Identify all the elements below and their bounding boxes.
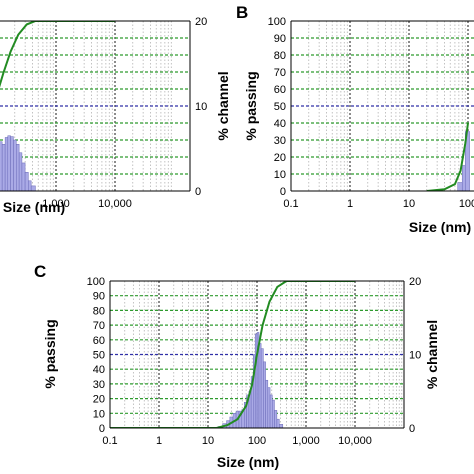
y-left-tick-label: 10 [93, 408, 105, 420]
y-left-axis-title: % passing [243, 71, 259, 140]
y-left-tick-label: 80 [93, 305, 105, 317]
y-left-tick-label: 70 [274, 67, 286, 79]
y-right-tick-label: 10 [195, 101, 207, 113]
x-tick-label: 10,000 [98, 198, 132, 210]
y-left-tick-label: 80 [274, 50, 286, 62]
panel-letter: B [236, 3, 248, 22]
x-tick-label: 0.1 [102, 435, 117, 447]
y-left-tick-label: 70 [93, 320, 105, 332]
panel-letter: C [34, 262, 46, 281]
x-tick-label: 10,000 [338, 435, 372, 447]
y-right-tick-label: 20 [409, 276, 421, 288]
histogram-bar [1, 144, 6, 191]
histogram-bar [265, 379, 269, 428]
x-tick-label: 0.1 [283, 198, 298, 210]
histogram-bar [4, 137, 9, 191]
passing-curve [0, 21, 115, 88]
histogram-bar [260, 348, 264, 428]
passing-curve [110, 281, 355, 428]
plot-area [0, 21, 190, 191]
histogram-bar [16, 144, 20, 191]
histogram-bar [21, 162, 26, 191]
y-left-tick-label: 20 [274, 152, 286, 164]
x-tick-label: 1,000 [42, 198, 70, 210]
x-axis-title: Size (nm) [3, 199, 65, 215]
x-axis-title: Size (nm) [217, 454, 279, 470]
y-left-tick-label: 100 [268, 16, 286, 28]
y-left-tick-label: 50 [274, 101, 286, 113]
histogram-bar [263, 361, 266, 428]
histogram-bar [0, 141, 3, 191]
panel-a: 1,000 10,000 0 10 20 Size (nm) % channel [0, 16, 231, 215]
y-left-tick-label: 40 [93, 364, 105, 376]
y-left-axis-title: % passing [42, 319, 58, 388]
y-left-tick-label: 30 [274, 135, 286, 147]
y-left-tick-label: 60 [274, 84, 286, 96]
y-right-tick-label: 20 [195, 16, 207, 28]
y-left-tick-label: 20 [93, 394, 105, 406]
y-left-tick-label: 30 [93, 379, 105, 391]
y-right-tick-label: 0 [195, 186, 201, 198]
histogram-bar [461, 165, 466, 191]
y-left-tick-label: 10 [274, 169, 286, 181]
x-tick-label: 10 [202, 435, 214, 447]
panel-c: 0.1 1 10 100 1,000 10,00001020304050607080901… [34, 262, 440, 470]
panel-b: 0.1 1 10 100 0 10 20 30 40 50 60 70 80 90 100 Size (nm)… [236, 3, 474, 235]
y-left-tick-label: 60 [93, 335, 105, 347]
plot-area [291, 21, 474, 191]
histogram-bar [279, 424, 284, 428]
y-left-tick-label: 100 [87, 276, 105, 288]
y-right-tick-label: 0 [409, 423, 415, 435]
x-tick-label: 100 [248, 435, 266, 447]
x-axis-title: Size (nm) [409, 219, 471, 235]
histogram-bar [18, 152, 23, 191]
histogram-bar [258, 343, 262, 428]
histogram-bar [7, 135, 11, 191]
passing-curve [426, 122, 469, 191]
histogram-bar [30, 185, 36, 191]
histogram-bar [457, 182, 463, 191]
histogram-bar [13, 139, 17, 191]
x-tick-label: 1,000 [292, 435, 320, 447]
x-tick-label: 100 [459, 198, 474, 210]
histogram-bar [24, 172, 29, 191]
y-left-tick-label: 90 [93, 291, 105, 303]
histogram-bar [254, 333, 258, 428]
y-right-axis-title: % channel [424, 320, 440, 389]
histogram-bar [276, 418, 280, 428]
x-tick-label: 10 [403, 198, 415, 210]
x-tick-label: 1 [347, 198, 353, 210]
histogram-bar [269, 394, 273, 428]
histogram-bar [28, 180, 32, 191]
plot-area [110, 281, 404, 428]
y-left-tick-label: 40 [274, 118, 286, 130]
histogram-bar [272, 399, 275, 428]
y-right-axis-title: % channel [215, 71, 231, 140]
x-tick-label: 1 [156, 435, 162, 447]
histogram-bar [267, 387, 271, 428]
y-left-tick-label: 50 [93, 350, 105, 362]
histogram-bar [10, 136, 14, 191]
y-right-tick-label: 10 [409, 350, 421, 362]
histogram-bar [274, 410, 278, 428]
y-left-tick-label: 0 [99, 423, 105, 435]
y-left-tick-label: 90 [274, 33, 286, 45]
y-left-tick-label: 0 [280, 186, 286, 198]
